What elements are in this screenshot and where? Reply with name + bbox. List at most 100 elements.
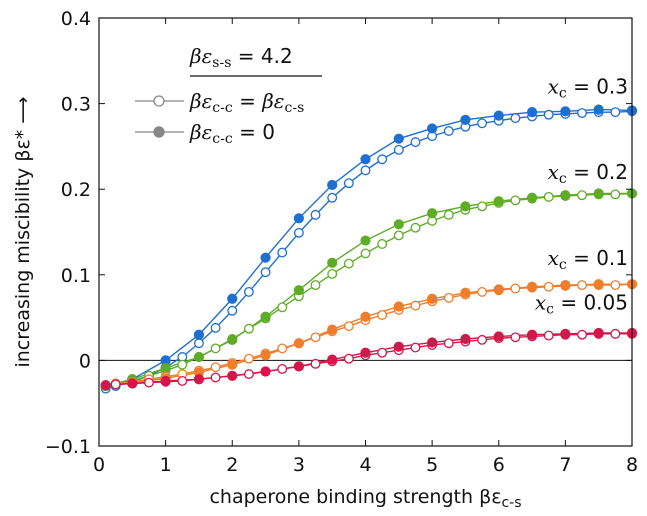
data-point-filled (327, 179, 338, 191)
data-point-filled (560, 190, 571, 201)
data-point-filled (160, 375, 171, 387)
data-point-filled (127, 378, 138, 389)
x-tick-label: 8 (626, 454, 638, 476)
data-point-filled (427, 337, 438, 348)
data-point-open (243, 353, 254, 364)
data-point-open (377, 347, 388, 358)
data-point-open (577, 329, 587, 340)
data-point-open (343, 353, 354, 364)
series-labels: xc = 0.3 xc = 0.2 xc = 0.1 xc = 0.05 (535, 75, 628, 318)
data-point-filled (260, 366, 271, 377)
data-point-open (610, 328, 621, 339)
y-tick-label: 0.1 (61, 265, 91, 287)
data-point-open (477, 201, 488, 212)
legend-entry: βεc-c = 0 (135, 120, 275, 147)
data-point-filled (227, 334, 238, 345)
data-point-open (510, 113, 521, 124)
data-point-open (293, 227, 304, 238)
data-point-open (410, 342, 421, 353)
series-label: xc = 0.1 (548, 246, 628, 273)
data-point-open (360, 165, 371, 176)
data-point-open (543, 109, 554, 120)
data-point-filled (293, 285, 304, 296)
data-point-open (410, 300, 421, 311)
y-tick-label: 0.2 (61, 179, 91, 201)
y-tick-label: −0.1 (45, 436, 91, 458)
data-point-open (443, 292, 454, 303)
data-point-open (543, 281, 554, 292)
data-point-filled (526, 281, 538, 292)
data-point-open (393, 230, 404, 241)
data-point-open (210, 343, 221, 354)
data-point-filled (327, 324, 338, 335)
data-point-open (310, 209, 321, 220)
data-point-open (510, 332, 521, 343)
data-point-open (510, 283, 521, 294)
data-point-filled (493, 110, 504, 121)
legend-marker-filled (153, 126, 165, 138)
data-point-filled (593, 279, 604, 290)
data-point-open (393, 144, 404, 155)
series-layer (100, 104, 638, 394)
data-point-filled (327, 257, 338, 268)
series-label: xc = 0.3 (548, 75, 628, 102)
data-point-filled (560, 328, 571, 339)
data-point-open (377, 154, 388, 165)
tick-layer: 0 1 2 3 4 5 6 7 8−0.100.10.20.30.4 (45, 8, 638, 476)
data-point-filled (460, 201, 471, 212)
data-point-filled (593, 188, 604, 199)
legend-title: βεs-s = 4.2 (189, 44, 293, 71)
data-point-open (377, 310, 388, 320)
data-point-filled (560, 279, 571, 291)
x-tick-label: 4 (359, 454, 371, 476)
data-point-filled (493, 331, 504, 342)
legend-label: βεc-c = βεc-s (189, 89, 304, 116)
data-point-open (543, 330, 554, 341)
data-point-filled (160, 363, 171, 374)
data-point-open (577, 190, 587, 201)
axis-titles: chaperone binding strength βεc-s increasi… (12, 96, 522, 511)
data-point-open (327, 268, 338, 279)
x-axis-title: chaperone binding strength βεc-s (209, 486, 521, 511)
series-label: xc = 0.05 (535, 291, 628, 318)
data-point-filled (293, 361, 304, 372)
data-point-open (610, 189, 621, 200)
data-point-filled (526, 107, 538, 118)
x-tick-label: 0 (93, 454, 105, 476)
data-point-filled (293, 213, 304, 224)
data-point-filled (260, 350, 271, 361)
data-point-open (144, 377, 154, 388)
data-point-open (360, 248, 371, 259)
data-point-open (310, 332, 321, 343)
x-tick-label: 1 (160, 454, 172, 476)
data-point-filled (460, 333, 471, 345)
data-point-filled (427, 208, 438, 219)
data-point-open (443, 126, 454, 136)
data-point-filled (227, 359, 238, 370)
data-point-open (477, 118, 488, 129)
data-point-open (210, 372, 221, 383)
data-point-open (243, 286, 254, 297)
data-point-filled (360, 347, 371, 358)
data-point-open (443, 209, 454, 220)
data-point-filled (193, 351, 205, 363)
data-point-filled (360, 235, 371, 246)
data-point-open (577, 280, 587, 291)
data-point-open (210, 322, 221, 333)
data-point-filled (460, 287, 471, 298)
data-point-filled (193, 329, 205, 340)
series-3 (100, 327, 638, 391)
data-point-open (277, 302, 288, 313)
data-point-open (177, 359, 188, 370)
x-tick-label: 3 (293, 454, 305, 476)
data-point-open (343, 258, 354, 269)
data-point-open (227, 305, 238, 316)
data-point-open (543, 191, 554, 202)
y-axis-title: increasing miscibility βε* ⟶ (12, 96, 34, 367)
data-point-filled (293, 338, 304, 349)
data-point-open (343, 178, 354, 189)
data-point-open (577, 108, 587, 118)
data-point-open (260, 267, 271, 278)
data-point-filled (260, 252, 271, 263)
